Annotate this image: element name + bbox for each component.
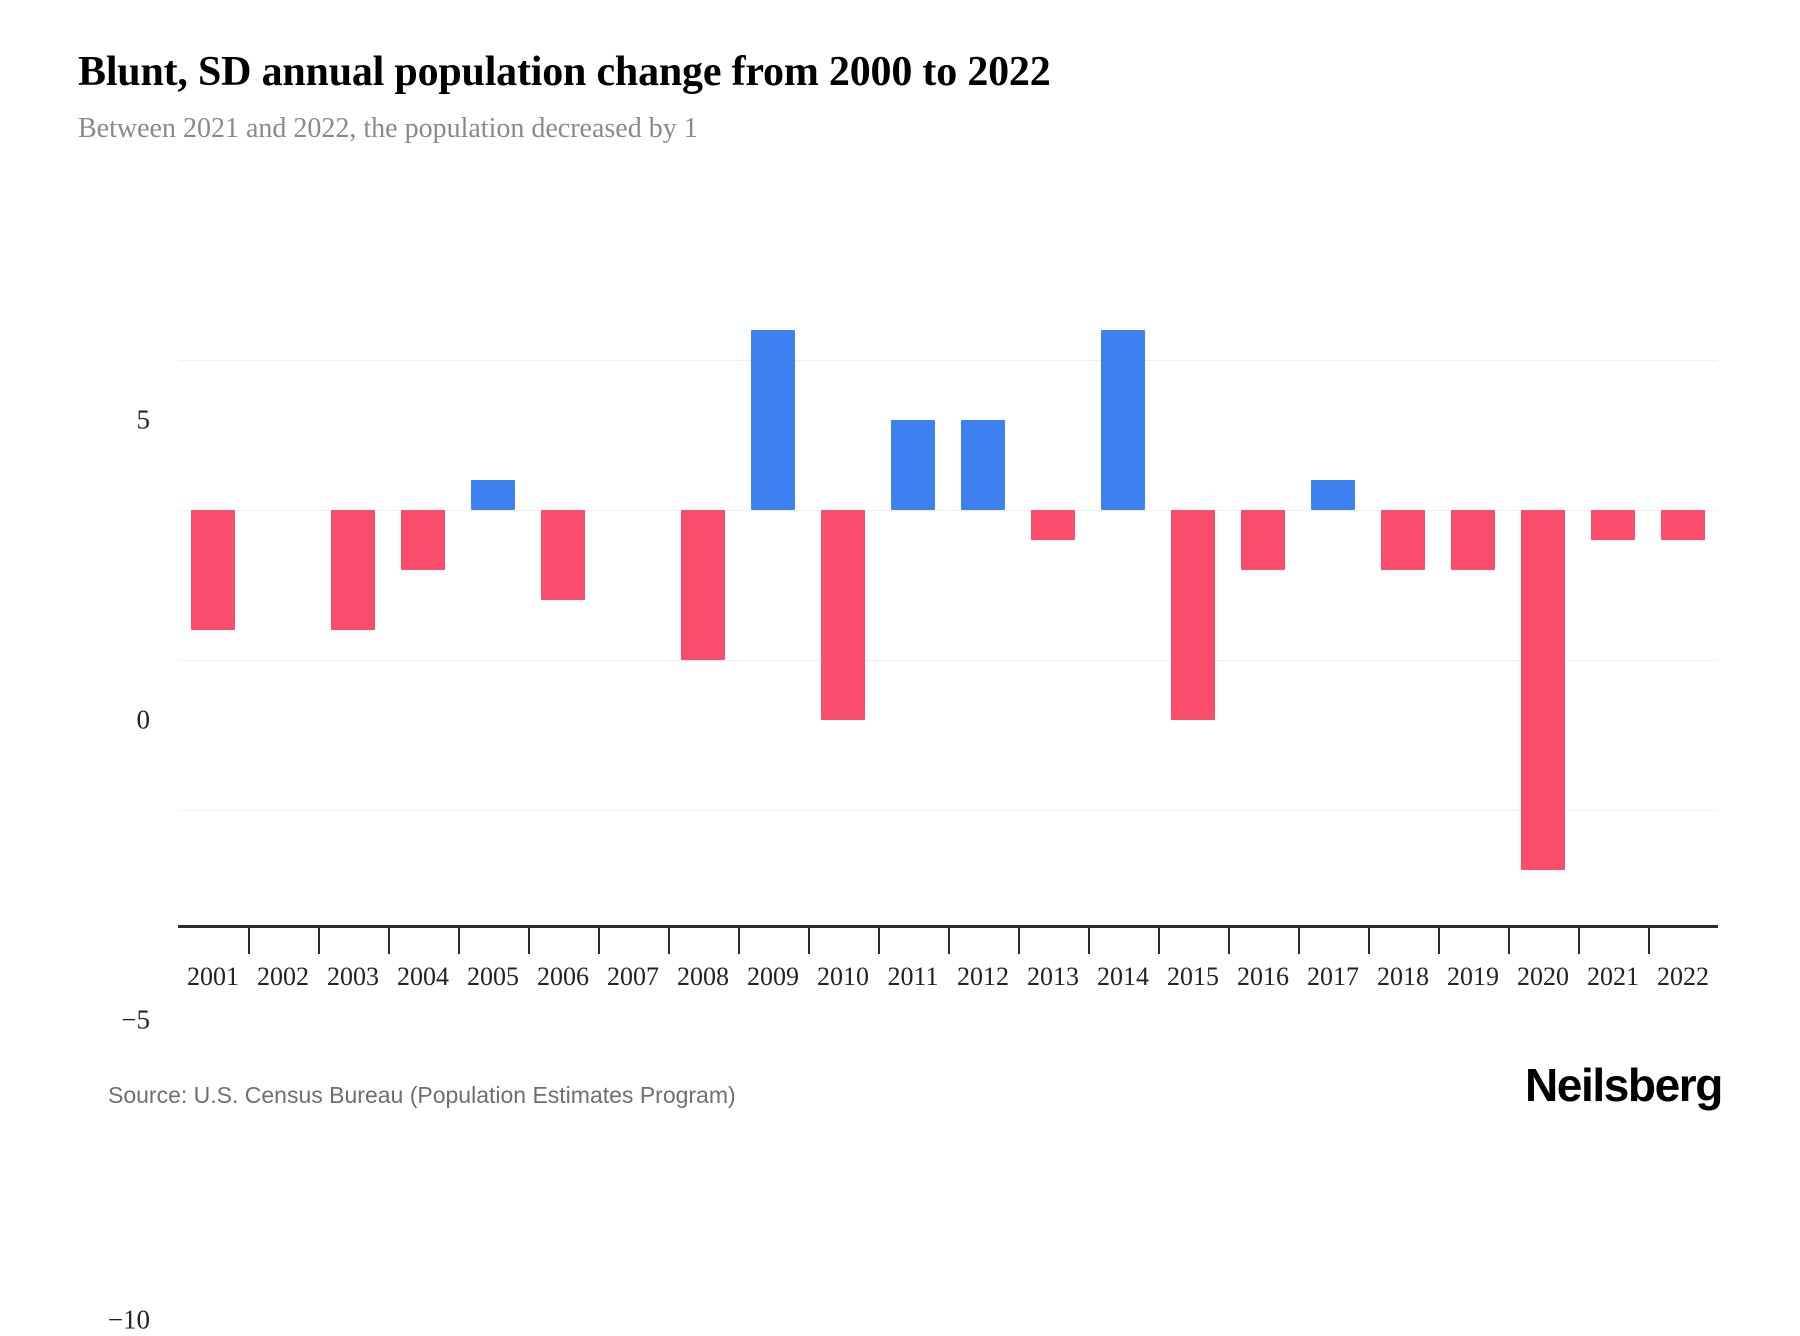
x-axis-tick xyxy=(458,928,460,954)
x-axis-label-2001: 2001 xyxy=(187,962,239,991)
y-axis-tick-label: 0 xyxy=(136,704,151,735)
bar-2015[interactable] xyxy=(1170,510,1216,720)
x-axis-tick xyxy=(738,928,740,954)
x-axis-tick xyxy=(1368,928,1370,954)
y-axis-tick-label: −5 xyxy=(121,1004,150,1035)
x-axis-label-2011: 2011 xyxy=(887,962,939,991)
bar-2022[interactable] xyxy=(1660,510,1706,540)
bar-2011[interactable] xyxy=(890,420,936,510)
bar-2008[interactable] xyxy=(680,510,726,660)
bar-2005[interactable] xyxy=(470,480,516,510)
brand-logo: Neilsberg xyxy=(1524,1059,1723,1111)
bar-2004[interactable] xyxy=(400,510,446,570)
gridline: 0 xyxy=(137,510,1718,735)
bar-2001[interactable] xyxy=(190,510,236,630)
x-axis-tick xyxy=(1088,928,1090,954)
x-axis-label-2017: 2017 xyxy=(1307,962,1359,991)
bar-2020[interactable] xyxy=(1520,510,1566,870)
bar-2014[interactable] xyxy=(1100,330,1146,510)
x-axis-tick xyxy=(1578,928,1580,954)
x-axis-label-2008: 2008 xyxy=(677,962,729,991)
page-title: Blunt, SD annual population change from … xyxy=(78,49,1051,95)
bars-group xyxy=(178,300,1718,900)
x-axis-label-2005: 2005 xyxy=(467,962,519,991)
x-axis-label-2009: 2009 xyxy=(747,962,799,991)
x-axis-tick xyxy=(1158,928,1160,954)
bar-2017[interactable] xyxy=(1310,480,1356,510)
bar-2019[interactable] xyxy=(1450,510,1496,570)
x-axis-ticks xyxy=(178,928,1718,954)
x-axis-label-2012: 2012 xyxy=(957,962,1009,991)
source-note: Source: U.S. Census Bureau (Population E… xyxy=(108,1082,736,1108)
bar-2013[interactable] xyxy=(1030,510,1076,540)
bar-2003[interactable] xyxy=(330,510,376,630)
x-axis-tick xyxy=(808,928,810,954)
bar-2021[interactable] xyxy=(1590,510,1636,540)
x-axis-label-2010: 2010 xyxy=(817,962,869,991)
x-axis-label-2013: 2013 xyxy=(1027,962,1079,991)
x-axis-tick xyxy=(248,928,250,954)
bar-2012[interactable] xyxy=(960,420,1006,510)
x-axis-tick xyxy=(388,928,390,954)
x-axis-label-2007: 2007 xyxy=(607,962,659,991)
x-axis-tick xyxy=(668,928,670,954)
x-axis-tick xyxy=(598,928,600,954)
x-axis-labels: 2001 2002 2003 2004 2005 2006 2007 2008 2009 2010… xyxy=(178,962,1718,1002)
x-axis-tick xyxy=(528,928,530,954)
bar-2010[interactable] xyxy=(820,510,866,720)
x-axis-line xyxy=(178,925,1718,928)
x-axis-label-2004: 2004 xyxy=(397,962,449,991)
x-axis-label-2006: 2006 xyxy=(537,962,589,991)
x-axis-tick xyxy=(948,928,950,954)
x-axis-label-2002: 2002 xyxy=(257,962,309,991)
x-axis-tick xyxy=(1438,928,1440,954)
bar-2016[interactable] xyxy=(1240,510,1286,570)
plot-area: 5 0 −5 −10 xyxy=(108,300,1718,1335)
x-axis-label-2016: 2016 xyxy=(1237,962,1289,991)
chart-subtitle: Between 2021 and 2022, the population de… xyxy=(78,112,698,144)
chart-canvas: 5 0 −5 −10 2001 2002 2003 2004 2005 2006 2007 2008… xyxy=(108,300,1718,1335)
x-axis-label-2015: 2015 xyxy=(1167,962,1219,991)
gridline: 5 xyxy=(137,360,1718,435)
x-axis-label-2020: 2020 xyxy=(1517,962,1569,991)
bar-2009[interactable] xyxy=(750,330,796,510)
x-axis-label-2019: 2019 xyxy=(1447,962,1499,991)
x-axis-label-2014: 2014 xyxy=(1097,962,1149,991)
x-axis-label-2003: 2003 xyxy=(327,962,379,991)
y-axis-tick-label: −10 xyxy=(107,1304,150,1335)
chart-header: Blunt, SD annual population change from … xyxy=(78,48,1728,145)
x-axis-tick xyxy=(318,928,320,954)
gridline: −5 xyxy=(121,660,1718,1035)
x-axis-tick xyxy=(878,928,880,954)
x-axis-tick xyxy=(1228,928,1230,954)
bar-2018[interactable] xyxy=(1380,510,1426,570)
x-axis-label-2022: 2022 xyxy=(1657,962,1709,991)
x-axis-label-2021: 2021 xyxy=(1587,962,1639,991)
chart-page: Blunt, SD annual population change from … xyxy=(78,48,1728,1335)
x-axis-tick xyxy=(1018,928,1020,954)
x-axis-label-2018: 2018 xyxy=(1377,962,1429,991)
x-axis-tick xyxy=(1298,928,1300,954)
x-axis-tick xyxy=(1648,928,1650,954)
x-axis-tick xyxy=(1508,928,1510,954)
bar-2006[interactable] xyxy=(540,510,586,600)
y-axis-tick-label: 5 xyxy=(136,404,151,435)
